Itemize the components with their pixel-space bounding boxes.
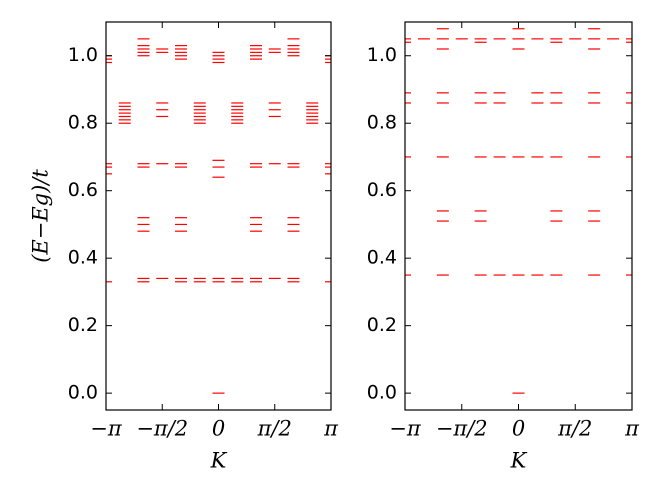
y-tick-label: 0.4 bbox=[367, 247, 397, 269]
y-tick-label: 1.0 bbox=[367, 44, 397, 66]
x-tick-label: π/2 bbox=[257, 417, 292, 441]
x-tick-label: −π bbox=[90, 417, 123, 441]
x-tick-label: 0 bbox=[512, 417, 525, 441]
y-tick-label: 0.4 bbox=[68, 247, 98, 269]
x-tick-label: π bbox=[323, 417, 339, 441]
y-tick-label: 1.0 bbox=[68, 44, 98, 66]
plot-area bbox=[106, 38, 331, 394]
y-tick-label: 0.6 bbox=[367, 179, 397, 201]
y-axis-label: (E−Eg)/t bbox=[29, 169, 53, 263]
y-tick-label: 0.2 bbox=[68, 314, 98, 336]
axes-frame bbox=[105, 21, 332, 411]
y-tick-label: 0.8 bbox=[367, 112, 397, 134]
x-tick-label: −π bbox=[389, 417, 422, 441]
x-tick-label: 0 bbox=[212, 417, 225, 441]
x-tick-label: −π/2 bbox=[136, 417, 188, 441]
y-tick-label: 0.8 bbox=[68, 112, 98, 134]
axes-frame bbox=[404, 21, 633, 411]
y-tick-label: 0.0 bbox=[367, 382, 397, 404]
x-tick-label: −π/2 bbox=[436, 417, 488, 441]
x-tick-label: π/2 bbox=[557, 417, 592, 441]
x-axis-label: K bbox=[510, 449, 528, 473]
y-tick-label: 0.0 bbox=[68, 382, 98, 404]
y-tick-label: 0.2 bbox=[367, 314, 397, 336]
x-axis-label: K bbox=[210, 449, 228, 473]
y-tick-label: 0.6 bbox=[68, 179, 98, 201]
plot-area bbox=[405, 28, 632, 394]
x-tick-label: π bbox=[624, 417, 640, 441]
